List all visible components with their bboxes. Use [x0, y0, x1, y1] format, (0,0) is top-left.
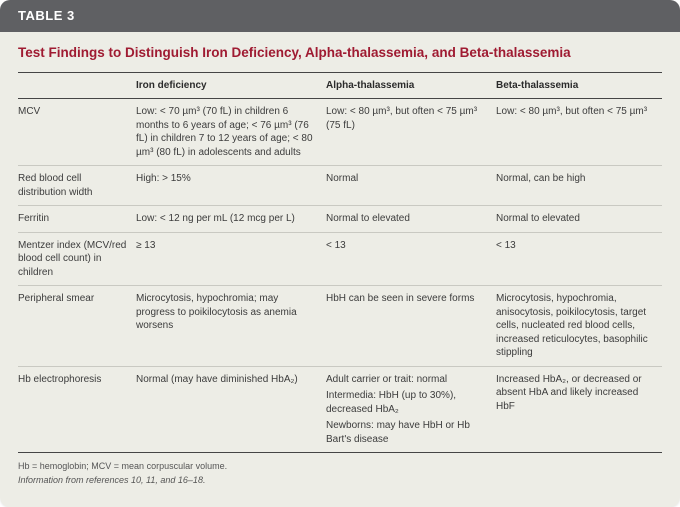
cell-alpha: Adult carrier or trait: normal Intermedi… [326, 366, 496, 453]
row-label: Red blood cell distribution width [18, 166, 136, 206]
footnote-source: Information from references 10, 11, and … [18, 474, 662, 488]
table-row: Red blood cell distribution width High: … [18, 166, 662, 206]
table-header-bar: TABLE 3 [0, 0, 680, 32]
cell-beta: Normal, can be high [496, 166, 662, 206]
cell-beta: Normal to elevated [496, 206, 662, 233]
table-row: Ferritin Low: < 12 ng per mL (12 mcg per… [18, 206, 662, 233]
row-label: Mentzer index (MCV/red blood cell count)… [18, 232, 136, 286]
footnotes: Hb = hemoglobin; MCV = mean corpuscular … [0, 453, 680, 487]
row-label: Peripheral smear [18, 286, 136, 367]
cell-beta: Microcytosis, hypochromia, anisocytosis,… [496, 286, 662, 367]
table-card: TABLE 3 Test Findings to Distinguish Iro… [0, 0, 680, 507]
col-header-beta: Beta-thalassemia [496, 72, 662, 99]
cell-beta: < 13 [496, 232, 662, 286]
table-number: TABLE 3 [18, 8, 75, 23]
table-row: Peripheral smear Microcytosis, hypochrom… [18, 286, 662, 367]
col-header-blank [18, 72, 136, 99]
table-header-row: Iron deficiency Alpha-thalassemia Beta-t… [18, 72, 662, 99]
table-row: Mentzer index (MCV/red blood cell count)… [18, 232, 662, 286]
findings-table: Iron deficiency Alpha-thalassemia Beta-t… [18, 72, 662, 454]
cell-iron: Microcytosis, hypochromia; may progress … [136, 286, 326, 367]
cell-iron: High: > 15% [136, 166, 326, 206]
cell-alpha-line: Newborns: may have HbH or Hb Bart's dise… [326, 419, 488, 446]
cell-iron: Low: < 70 µm³ (70 fL) in children 6 mont… [136, 99, 326, 166]
cell-alpha-line: Adult carrier or trait: normal [326, 373, 488, 387]
cell-beta: Increased HbA₂, or decreased or absent H… [496, 366, 662, 453]
cell-alpha-line: Intermedia: HbH (up to 30%), decreased H… [326, 389, 488, 416]
table-row: MCV Low: < 70 µm³ (70 fL) in children 6 … [18, 99, 662, 166]
cell-alpha: Low: < 80 µm³, but often < 75 µm³ (75 fL… [326, 99, 496, 166]
col-header-alpha: Alpha-thalassemia [326, 72, 496, 99]
row-label: MCV [18, 99, 136, 166]
cell-alpha: Normal [326, 166, 496, 206]
cell-alpha: < 13 [326, 232, 496, 286]
cell-iron: Normal (may have diminished HbA₂) [136, 366, 326, 453]
col-header-iron: Iron deficiency [136, 72, 326, 99]
cell-alpha: Normal to elevated [326, 206, 496, 233]
row-label: Hb electrophoresis [18, 366, 136, 453]
cell-alpha: HbH can be seen in severe forms [326, 286, 496, 367]
row-label: Ferritin [18, 206, 136, 233]
table-row: Hb electrophoresis Normal (may have dimi… [18, 366, 662, 453]
cell-iron: Low: < 12 ng per mL (12 mcg per L) [136, 206, 326, 233]
cell-beta: Low: < 80 µm³, but often < 75 µm³ [496, 99, 662, 166]
table-title: Test Findings to Distinguish Iron Defici… [0, 32, 680, 72]
footnote-abbr: Hb = hemoglobin; MCV = mean corpuscular … [18, 460, 662, 474]
cell-iron: ≥ 13 [136, 232, 326, 286]
